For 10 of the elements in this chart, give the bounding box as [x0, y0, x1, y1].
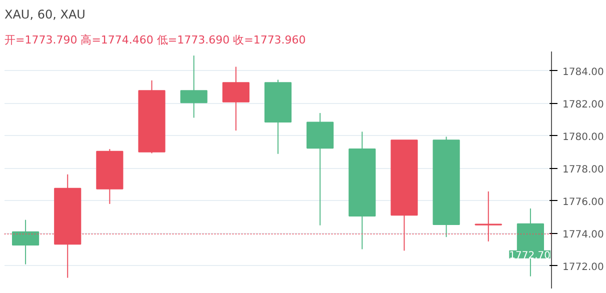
y-tick-label: 1784.00: [562, 66, 604, 78]
chart-subtitle: 开=1773.790 高=1774.460 低=1773.690 收=1773.960: [4, 34, 306, 46]
y-tick-label: 1772.00: [562, 262, 604, 273]
y-tick-label: 1778.00: [562, 164, 604, 176]
annotation: 1772.70: [509, 250, 551, 262]
y-tick-label: 1776.00: [562, 196, 604, 208]
y-tick-label: 1782.00: [562, 99, 604, 110]
y-tick-label: 1780.00: [562, 132, 604, 143]
y-tick-label: 1774.00: [562, 229, 604, 240]
chart-title: XAU, 60, XAU: [4, 8, 86, 22]
